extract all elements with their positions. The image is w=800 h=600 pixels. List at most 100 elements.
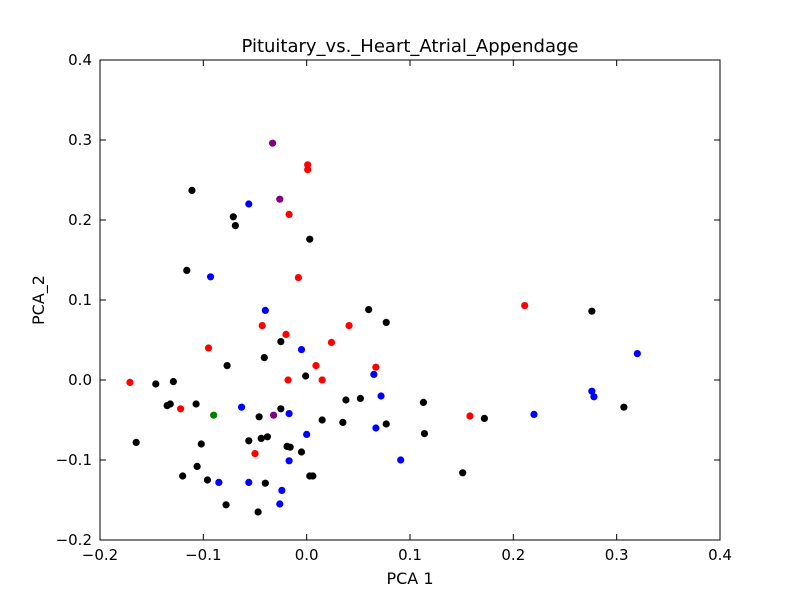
chart-title: Pituitary_vs._Heart_Atrial_Appendage [241,36,578,57]
data-point [303,430,311,438]
data-point [192,400,200,408]
data-point [588,387,596,395]
x-tick-label: 0.3 [605,546,629,564]
data-point [620,403,628,411]
data-point [382,420,390,428]
data-point [294,274,302,282]
data-point [152,380,160,388]
x-tick-label: −0.1 [185,546,221,564]
data-point [521,302,529,310]
x-tick-label: 0.2 [501,546,525,564]
data-point [309,472,317,480]
data-point [132,438,140,446]
x-tick-label: 0.4 [708,546,732,564]
data-point [345,322,353,330]
data-point [318,376,326,384]
data-point [223,362,231,370]
data-point [382,318,390,326]
data-point [285,210,293,218]
data-point [270,411,278,419]
y-tick-label: 0.4 [68,51,92,69]
data-point [302,372,310,380]
data-point [268,139,277,147]
data-point [530,410,538,418]
data-point [282,330,290,338]
data-point [297,346,306,354]
data-point [365,306,373,314]
data-point [285,410,293,418]
data-point [261,479,269,487]
data-point [203,476,212,484]
x-tick-label: 0.1 [398,546,422,564]
data-point [215,478,223,486]
data-point [276,195,284,203]
data-point [258,322,266,330]
x-tick-label: 0.0 [295,546,319,564]
points-layer [126,139,641,516]
data-point [257,434,265,442]
data-point [179,472,187,480]
y-axis-label: PCA_2 [29,275,49,325]
y-tick-label: 0.0 [68,371,92,389]
y-tick-label: −0.2 [56,531,92,549]
data-point [397,456,405,464]
data-point [277,405,285,413]
data-point [222,501,230,509]
data-point [206,273,215,281]
data-point [245,437,253,445]
data-point [285,457,293,465]
data-point [372,363,380,371]
data-point [197,440,205,448]
x-axis-label: PCA 1 [386,569,433,588]
data-point [306,235,314,243]
data-point [377,392,385,400]
data-point [278,486,286,494]
data-point [339,418,347,426]
data-point [263,433,271,441]
y-tick-label: 0.3 [68,131,92,149]
data-point [480,414,488,422]
data-point [277,338,285,346]
data-point [312,362,320,370]
data-point [169,378,177,386]
data-point [372,424,380,432]
data-point [251,450,259,458]
data-point [260,354,268,362]
data-point [229,213,237,221]
data-point [588,307,596,315]
data-point [286,443,294,451]
data-point [126,378,134,386]
data-point [210,411,218,419]
data-point [342,396,350,404]
data-point [466,412,474,420]
data-point [231,222,239,230]
data-point [304,166,312,174]
data-point [166,400,174,408]
data-point [188,186,196,194]
data-point [459,469,467,477]
y-tick-label: 0.2 [68,211,92,229]
data-point [261,306,269,314]
y-tick-label: 0.1 [68,291,92,309]
data-point [193,462,201,470]
data-point [254,508,262,516]
data-point [245,200,253,208]
data-point [318,416,326,424]
data-point [245,478,253,486]
ticks-layer: −0.2 −0.1 0.0 0.1 0.2 0.3 0.4 −0.2 −0.1 0.0 0.1 0.2… [56,51,732,564]
x-tick-label: −0.2 [82,546,118,564]
data-point [284,376,292,384]
data-point [356,394,364,402]
data-point [177,405,185,413]
data-point [419,398,428,406]
data-point [255,413,263,421]
data-point [237,403,246,411]
data-point [633,350,641,358]
data-point [276,500,284,508]
y-tick-label: −0.1 [56,451,92,469]
data-point [204,344,213,352]
data-point [327,338,336,346]
data-point [590,393,598,401]
